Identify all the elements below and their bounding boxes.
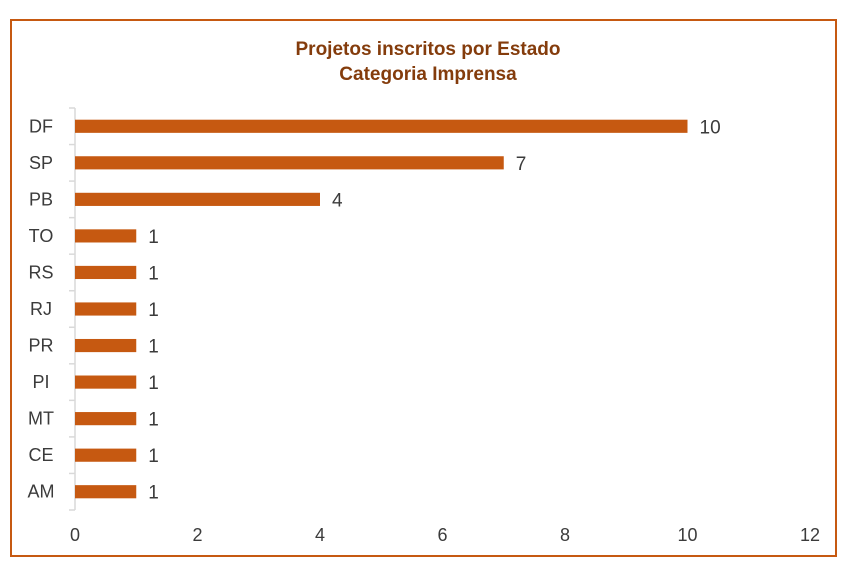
category-label: TO [29, 226, 54, 246]
x-axis: 0 2 4 6 8 10 12 [70, 525, 820, 545]
data-label: 1 [148, 227, 159, 248]
x-tick-label: 0 [70, 525, 80, 545]
category-label: CE [28, 445, 53, 465]
category-label: PB [29, 189, 53, 209]
bar [75, 156, 504, 170]
category-label: PI [32, 372, 49, 392]
bars: 10 7 4 1 1 1 1 1 1 1 1 [75, 117, 721, 504]
category-label: DF [29, 116, 53, 136]
x-tick-label: 10 [677, 525, 697, 545]
bar [75, 485, 137, 499]
x-tick-label: 2 [192, 525, 202, 545]
bar [75, 119, 688, 133]
category-label: AM [28, 482, 55, 502]
data-label: 1 [148, 410, 159, 431]
category-label: MT [28, 409, 54, 429]
x-tick-label: 8 [560, 525, 570, 545]
bar [75, 448, 137, 462]
data-label: 1 [148, 446, 159, 467]
bar [75, 192, 320, 206]
category-label: RJ [30, 299, 52, 319]
x-tick-label: 4 [315, 525, 325, 545]
data-label: 1 [148, 263, 159, 284]
bar [75, 375, 137, 389]
y-axis: DF SP PB TO RS RJ PR PI MT CE AM [28, 107, 76, 511]
bar [75, 302, 137, 316]
chart-subtitle: Categoria Imprensa [339, 64, 517, 85]
bar [75, 265, 137, 280]
category-label: SP [29, 153, 53, 173]
bar [75, 229, 137, 243]
data-label: 1 [148, 337, 159, 358]
category-label: PR [28, 336, 53, 356]
x-tick-label: 6 [437, 525, 447, 545]
data-label: 10 [700, 117, 721, 138]
data-label: 4 [332, 190, 343, 211]
bar [75, 338, 137, 353]
chart-frame [10, 19, 837, 557]
data-label: 1 [148, 483, 159, 504]
bar [75, 412, 137, 426]
data-label: 7 [516, 154, 527, 175]
category-label: RS [28, 262, 53, 282]
data-label: 1 [148, 373, 159, 394]
x-tick-label: 12 [800, 525, 820, 545]
chart-title: Projetos inscritos por Estado [296, 39, 561, 60]
data-label: 1 [148, 300, 159, 321]
